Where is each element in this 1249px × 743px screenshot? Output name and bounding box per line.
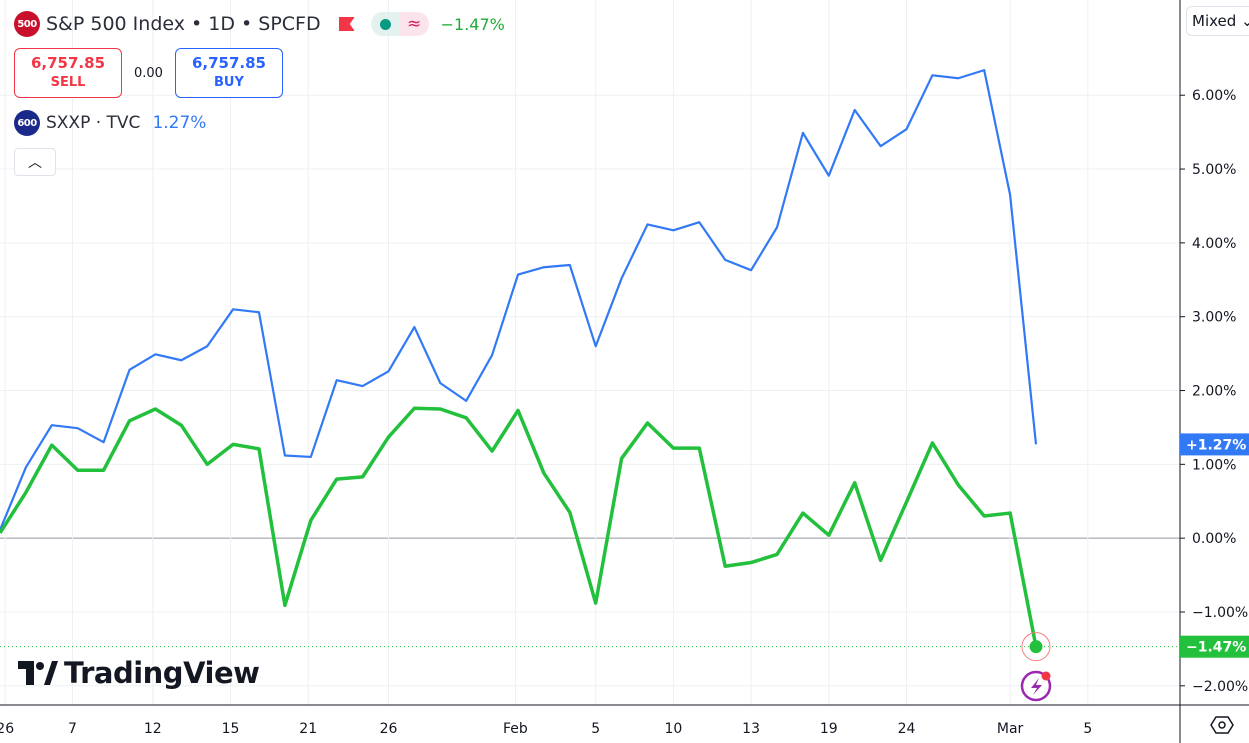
y-tick-label: 2.00% (1192, 384, 1236, 400)
chart-legend: 500 S&P 500 Index • 1D • SPCFD ≈ −1.47% … (14, 10, 505, 176)
x-tick-label: Feb (503, 721, 528, 737)
lightning-icon (1031, 678, 1042, 695)
tradingview-wordmark: TradingView (64, 656, 260, 690)
x-tick-label: 5 (591, 721, 600, 737)
buy-label: BUY (214, 75, 244, 90)
y-tick-label: 1.00% (1192, 457, 1236, 473)
x-tick-label: 10 (664, 721, 682, 737)
sell-button[interactable]: 6,757.85 SELL (14, 48, 122, 98)
buy-button[interactable]: 6,757.85 BUY (174, 48, 283, 98)
spx-series-line (0, 406, 1038, 648)
y-tick-label: 3.00% (1192, 310, 1236, 326)
collapse-legend-button[interactable]: ︿ (14, 148, 56, 176)
compare-change: 1.27% (152, 113, 207, 133)
x-tick-label: 7 (68, 721, 77, 737)
y-tick-label: 0.00% (1192, 531, 1236, 547)
y-tick-label: 4.00% (1192, 236, 1236, 252)
x-tick-label: 19 (820, 721, 838, 737)
sxxp-symbol-logo: 600 (14, 110, 40, 136)
sell-price: 6,757.85 (30, 54, 106, 72)
live-price-dot (1029, 640, 1043, 654)
x-tick-label: 5 (1083, 721, 1092, 737)
x-tick-label: 26 (0, 721, 14, 737)
approx-data-icon: ≈ (399, 12, 429, 36)
x-tick-label: Mar (997, 721, 1024, 737)
chevron-up-icon: ︿ (28, 155, 42, 171)
x-tick-label: 21 (299, 721, 317, 737)
sxxp-last-value-label: +1.27% (1186, 437, 1246, 453)
spread-value: 0.00 (134, 65, 163, 81)
sell-label: SELL (50, 75, 86, 90)
market-open-dot-icon (370, 12, 400, 36)
y-tick-label: −2.00% (1192, 679, 1248, 695)
main-symbol-title[interactable]: S&P 500 Index • 1D • SPCFD (46, 13, 321, 35)
x-tick-label: 13 (742, 721, 760, 737)
x-tick-label: 24 (898, 721, 916, 737)
y-tick-label: 5.00% (1192, 162, 1236, 178)
x-tick-label: 26 (380, 721, 398, 737)
sxxp-last-value-tag (1180, 433, 1249, 456)
market-status-pill[interactable]: ≈ (370, 12, 429, 36)
spx-symbol-logo: 500 (14, 11, 40, 37)
main-change: −1.47% (440, 14, 505, 34)
scale-mode-label: Mixed (1192, 12, 1237, 30)
y-tick-label: −1.00% (1192, 605, 1248, 621)
compare-symbol-title[interactable]: SXXP · TVC (46, 113, 141, 133)
live-pulse-ring (1021, 632, 1051, 662)
sxxp-series-line (0, 69, 1038, 531)
spx-last-value-tag (1180, 635, 1249, 658)
buy-price: 6,757.85 (191, 54, 266, 72)
scale-mode-dropdown[interactable]: Mixed ⌄ (1186, 6, 1249, 36)
y-tick-label: 6.00% (1192, 88, 1236, 104)
tradingview-logo[interactable]: TradingView (18, 656, 260, 690)
tradingview-logo-icon (18, 661, 58, 685)
event-notification-dot (1041, 671, 1051, 681)
x-tick-label: 12 (144, 721, 162, 737)
spx-last-value-label: −1.47% (1186, 640, 1246, 656)
settings-hexagon-icon[interactable] (1210, 714, 1234, 736)
flag-icon[interactable] (338, 17, 355, 31)
x-tick-label: 15 (222, 721, 240, 737)
